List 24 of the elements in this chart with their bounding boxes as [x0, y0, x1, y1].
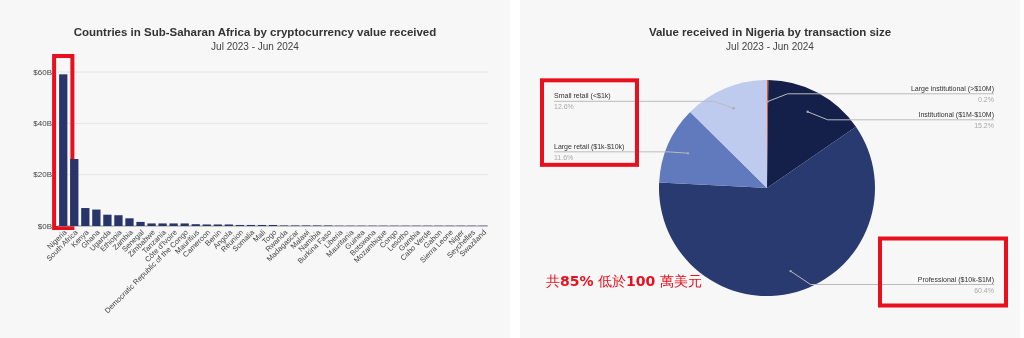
text: 共85% 低於100 萬美元	[546, 273, 702, 289]
y-tick-label: $40B	[33, 119, 52, 129]
bar	[136, 221, 145, 226]
bar	[158, 223, 167, 226]
y-tick-label: $60B	[33, 67, 52, 77]
bar	[180, 223, 189, 226]
bar	[125, 218, 134, 226]
y-tick-label: $20B	[33, 170, 52, 180]
bar	[169, 223, 178, 226]
pie-slice	[767, 80, 856, 188]
bar	[103, 214, 112, 226]
pie-slice	[690, 80, 767, 188]
y-tick-label: $0B	[37, 221, 52, 231]
chart-title: Countries in Sub-Saharan Africa by cryptocurrency value received	[73, 26, 437, 38]
pie-slice	[659, 126, 875, 296]
bar	[70, 159, 79, 226]
bar	[92, 209, 101, 226]
bar	[114, 215, 123, 226]
bar	[81, 208, 90, 226]
chart-subtitle: Jul 2023 - Jun 2024	[726, 41, 815, 52]
chart-title: Value received in Nigeria by transaction size	[648, 26, 892, 38]
chart-subtitle: Jul 2023 - Jun 2024	[211, 41, 300, 52]
pie-slice	[659, 112, 767, 188]
bar	[147, 223, 156, 226]
